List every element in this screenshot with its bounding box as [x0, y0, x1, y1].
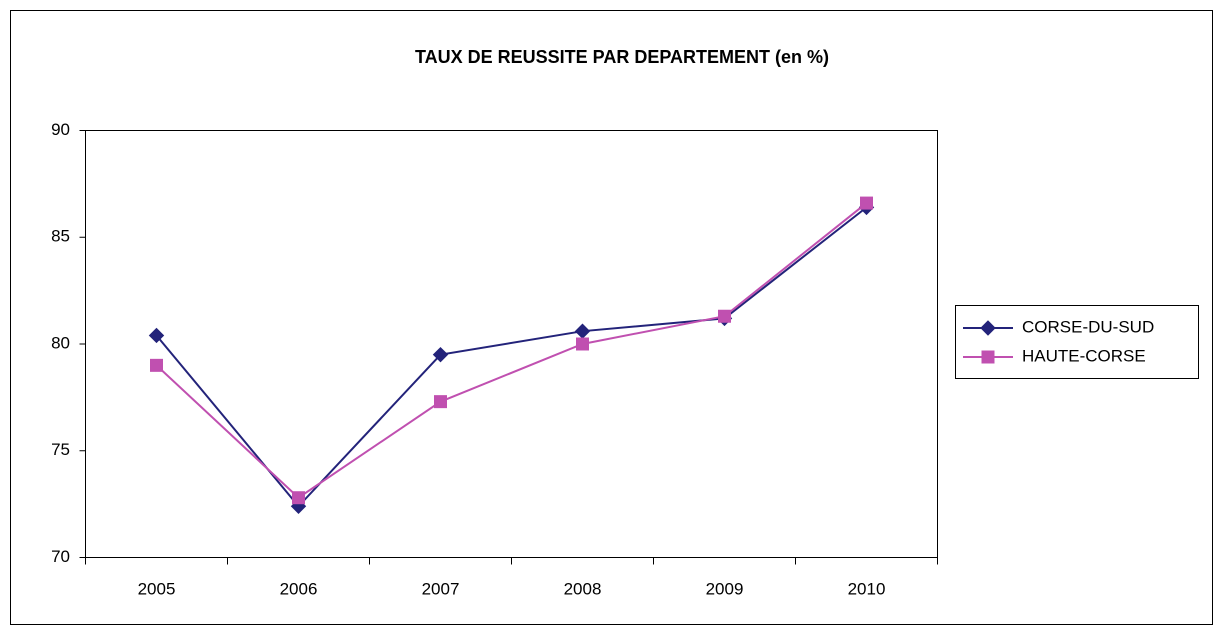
y-tick-label: 75 [51, 440, 70, 459]
marker [148, 327, 165, 344]
legend [955, 305, 1199, 379]
x-tick-label: 2009 [706, 579, 744, 598]
marker [292, 491, 305, 505]
x-tick-label: 2008 [564, 579, 602, 598]
marker [860, 196, 873, 210]
x-tick-label: 2010 [848, 579, 886, 598]
x-tick-label: 2005 [138, 579, 176, 598]
legend-label: CORSE-DU-SUD [1022, 317, 1154, 336]
marker [576, 337, 589, 351]
series-line [155, 206, 868, 508]
x-tick-label: 2007 [422, 579, 460, 598]
series-line [155, 202, 868, 499]
marker [432, 346, 449, 363]
marker [718, 309, 731, 323]
x-tick-label: 2006 [280, 579, 318, 598]
marker [980, 320, 996, 336]
marker [981, 350, 995, 364]
y-tick-label: 90 [51, 120, 70, 139]
y-tick-label: 70 [51, 547, 70, 566]
legend-label: HAUTE-CORSE [1022, 346, 1146, 365]
marker [150, 358, 163, 372]
marker [434, 395, 447, 409]
y-tick-label: 85 [51, 227, 70, 246]
chart-title: TAUX DE REUSSITE PAR DEPARTEMENT (en %) [415, 47, 829, 67]
y-tick-label: 80 [51, 333, 70, 352]
